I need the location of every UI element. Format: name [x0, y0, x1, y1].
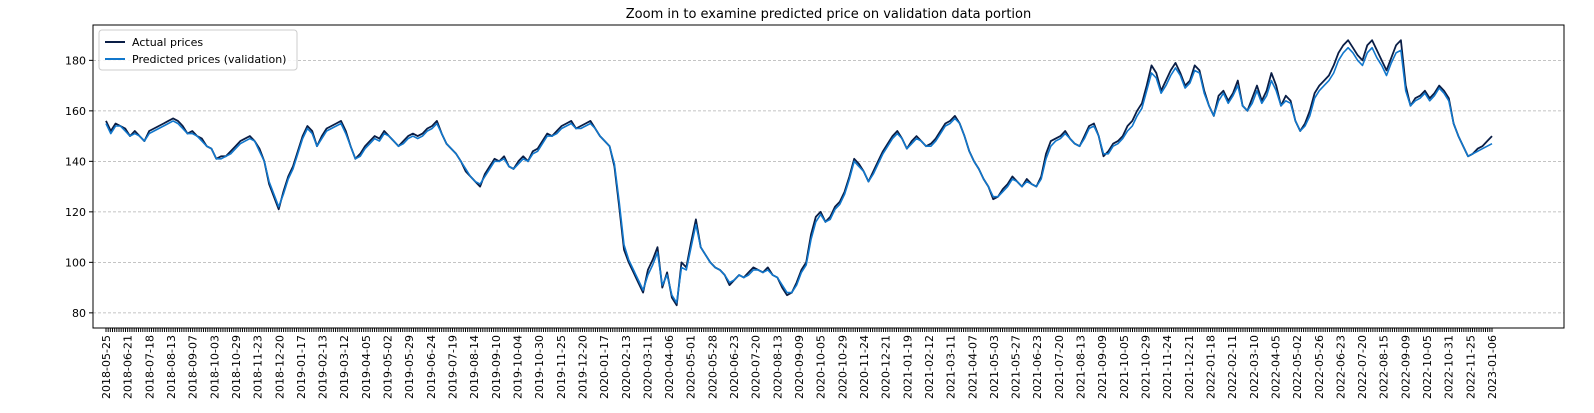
x-tick-label: 2020-12-21	[880, 335, 893, 399]
x-tick-label: 2018-10-03	[208, 335, 221, 399]
x-tick-label: 2022-05-02	[1291, 335, 1304, 399]
x-tick-label: 2022-10-31	[1443, 335, 1456, 399]
x-tick-label: 2018-06-21	[122, 335, 135, 399]
series-line-predicted	[105, 46, 1493, 304]
legend: Actual prices Predicted prices (validatio…	[98, 29, 298, 71]
y-tick-label: 120	[65, 206, 86, 219]
x-tick-label: 2020-04-06	[663, 335, 676, 399]
x-axis: 2018-05-25 2018-06-21 2018-07-18 2018-08-13…	[100, 328, 1499, 399]
x-tick-label: 2020-10-05	[815, 335, 828, 399]
x-tick-label: 2019-11-25	[555, 335, 568, 399]
series-layer	[105, 39, 1493, 307]
x-tick-label: 2021-04-07	[966, 335, 979, 399]
x-tick-label: 2022-06-23	[1334, 335, 1347, 399]
x-tick-label: 2020-01-17	[598, 335, 611, 399]
x-tick-label: 2021-12-21	[1183, 335, 1196, 399]
grid-layer	[93, 59, 1564, 314]
x-tick-label: 2021-11-24	[1161, 335, 1174, 399]
y-tick-label: 100	[65, 256, 86, 269]
legend-box	[98, 29, 298, 71]
y-tick-label: 160	[65, 105, 86, 118]
x-tick-label: 2019-03-12	[338, 335, 351, 399]
x-tick-label: 2020-06-23	[728, 335, 741, 399]
x-tick-label: 2021-01-19	[901, 335, 914, 399]
x-tick-label: 2020-02-13	[620, 335, 633, 399]
x-tick-label: 2021-02-12	[923, 335, 936, 399]
x-tick-label: 2019-10-30	[533, 335, 546, 399]
x-tick-label: 2019-08-14	[468, 335, 481, 399]
x-tick-label: 2019-05-29	[403, 335, 416, 399]
x-tick-label: 2020-10-29	[836, 335, 849, 399]
x-tick-label: 2019-02-13	[317, 335, 330, 399]
x-tick-label: 2019-09-10	[490, 335, 503, 399]
y-tick-label: 80	[72, 307, 86, 320]
x-tick-label: 2022-01-18	[1204, 335, 1217, 399]
x-tick-label: 2020-11-24	[858, 335, 871, 399]
x-tick-label: 2021-09-09	[1096, 335, 1109, 399]
x-tick-label: 2022-02-11	[1226, 335, 1239, 399]
x-tick-label: 2019-01-17	[295, 335, 308, 399]
x-tick-label: 2020-05-01	[685, 335, 698, 399]
x-tick-label: 2018-09-07	[187, 335, 200, 399]
x-tick-label: 2020-09-09	[793, 335, 806, 399]
x-tick-label: 2021-06-23	[1031, 335, 1044, 399]
x-tick-label: 2020-05-28	[706, 335, 719, 399]
x-tick-label: 2021-08-13	[1075, 335, 1088, 399]
x-tick-label: 2022-10-05	[1421, 335, 1434, 399]
legend-label: Actual prices	[132, 36, 203, 49]
x-tick-label: 2022-04-05	[1269, 335, 1282, 399]
x-tick-label: 2023-01-06	[1486, 335, 1499, 399]
plot-frame	[92, 24, 1565, 329]
x-tick-label: 2022-03-10	[1248, 335, 1261, 399]
x-tick-label: 2020-07-20	[750, 335, 763, 399]
x-tick-label: 2019-12-20	[576, 335, 589, 399]
x-tick-label: 2021-10-29	[1140, 335, 1153, 399]
legend-label: Predicted prices (validation)	[132, 53, 286, 66]
x-tick-label: 2020-03-11	[641, 335, 654, 399]
x-tick-label: 2019-07-19	[447, 335, 460, 399]
x-tick-label: 2018-05-25	[100, 335, 113, 399]
y-tick-label: 140	[65, 155, 86, 168]
x-tick-label: 2022-09-09	[1399, 335, 1412, 399]
x-tick-label: 2019-06-24	[425, 335, 438, 399]
x-tick-label: 2019-05-02	[382, 335, 395, 399]
x-tick-label: 2021-07-20	[1053, 335, 1066, 399]
chart-title: Zoom in to examine predicted price on va…	[626, 7, 1031, 22]
x-tick-label: 2018-11-23	[252, 335, 265, 399]
x-tick-label: 2019-10-04	[511, 335, 524, 399]
x-tick-label: 2019-04-05	[360, 335, 373, 399]
x-tick-label: 2022-07-20	[1356, 335, 1369, 399]
x-tick-label: 2022-11-25	[1464, 335, 1477, 399]
x-tick-label: 2018-08-13	[165, 335, 178, 399]
y-axis: 80 100 120 140 160 180	[65, 54, 93, 320]
x-tick-label: 2022-05-26	[1313, 335, 1326, 399]
x-tick-label: 2018-10-29	[230, 335, 243, 399]
x-tick-label: 2020-08-13	[771, 335, 784, 399]
x-tick-label: 2018-07-18	[143, 335, 156, 399]
x-tick-label: 2021-03-11	[945, 335, 958, 399]
x-tick-label: 2021-05-03	[988, 335, 1001, 399]
x-tick-label: 2022-08-15	[1378, 335, 1391, 399]
x-tick-label: 2021-05-27	[1010, 335, 1023, 399]
x-tick-label: 2018-12-20	[273, 335, 286, 399]
series-line-actual	[105, 39, 1493, 307]
x-tick-label: 2021-10-05	[1118, 335, 1131, 399]
y-tick-label: 180	[65, 54, 86, 67]
